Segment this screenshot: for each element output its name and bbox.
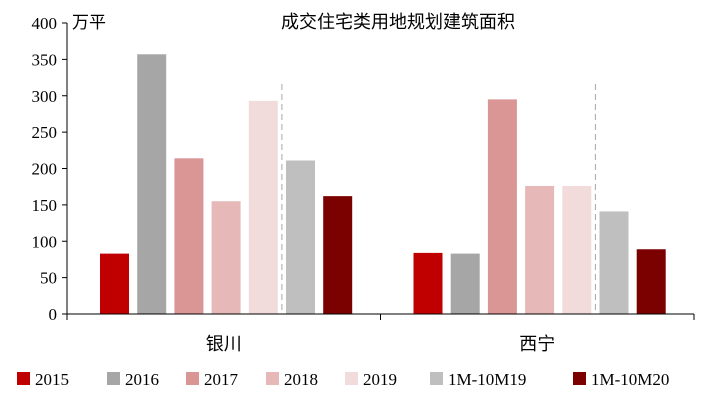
legend-item: 2019 xyxy=(345,370,397,389)
chart-title: 成交住宅类用地规划建筑面积 xyxy=(281,12,515,32)
legend-item: 2017 xyxy=(186,370,239,389)
legend-label: 2015 xyxy=(35,370,69,389)
legend-item: 2015 xyxy=(17,370,69,389)
bar-2016-1 xyxy=(450,253,480,314)
legend: 2015 2016 2017 2018 2019 1M-10M19 1M-10M20 xyxy=(17,370,669,389)
y-tick-label: 400 xyxy=(32,14,58,33)
legend-swatch xyxy=(430,372,443,385)
legend-item: 1M-10M19 xyxy=(430,370,526,389)
legend-label: 2019 xyxy=(363,370,397,389)
legend-item: 1M-10M20 xyxy=(573,370,669,389)
bar-2017-1 xyxy=(487,99,517,314)
category-labels: 银川 西宁 xyxy=(206,334,556,354)
y-tick-label: 150 xyxy=(32,196,58,215)
bars xyxy=(100,54,666,314)
category-label: 西宁 xyxy=(519,334,555,354)
y-tick-label: 0 xyxy=(49,305,58,324)
y-tick-label: 50 xyxy=(40,269,57,288)
bar-2018-1 xyxy=(525,185,555,314)
legend-label: 2017 xyxy=(204,370,239,389)
category-label: 银川 xyxy=(206,334,242,354)
y-axis-unit: 万平 xyxy=(72,13,106,32)
bar-2018-0 xyxy=(211,201,241,314)
bar-2016-0 xyxy=(137,54,167,314)
y-tick-label: 300 xyxy=(32,87,58,106)
bar-2015-0 xyxy=(100,253,129,314)
bar-1m-10m20-1 xyxy=(636,249,666,314)
bar-1m-10m20-0 xyxy=(323,196,353,314)
legend-swatch xyxy=(17,372,30,385)
y-tick-label: 200 xyxy=(32,160,58,179)
bar-1m-10m19-0 xyxy=(286,160,315,314)
bar-2015-1 xyxy=(413,252,443,314)
legend-swatch xyxy=(186,372,199,385)
legend-swatch xyxy=(266,372,279,385)
axes xyxy=(66,23,695,320)
legend-swatch xyxy=(345,372,358,385)
legend-label: 2016 xyxy=(125,370,159,389)
legend-swatch xyxy=(107,372,120,385)
legend-label: 1M-10M19 xyxy=(448,370,526,389)
legend-label: 1M-10M20 xyxy=(591,370,669,389)
legend-swatch xyxy=(573,372,586,385)
y-tick-label: 350 xyxy=(32,50,58,69)
bar-2017-0 xyxy=(174,158,204,314)
legend-label: 2018 xyxy=(284,370,318,389)
y-tick-label: 250 xyxy=(32,123,58,142)
bar-1m-10m19-1 xyxy=(599,211,629,314)
y-tick-label: 100 xyxy=(32,232,58,251)
bar-2019-1 xyxy=(562,185,592,314)
legend-item: 2018 xyxy=(266,370,318,389)
bar-2019-0 xyxy=(248,100,278,314)
legend-item: 2016 xyxy=(107,370,159,389)
y-axis-ticks: 0 50 100 150 200 250 300 350 400 xyxy=(32,14,67,324)
